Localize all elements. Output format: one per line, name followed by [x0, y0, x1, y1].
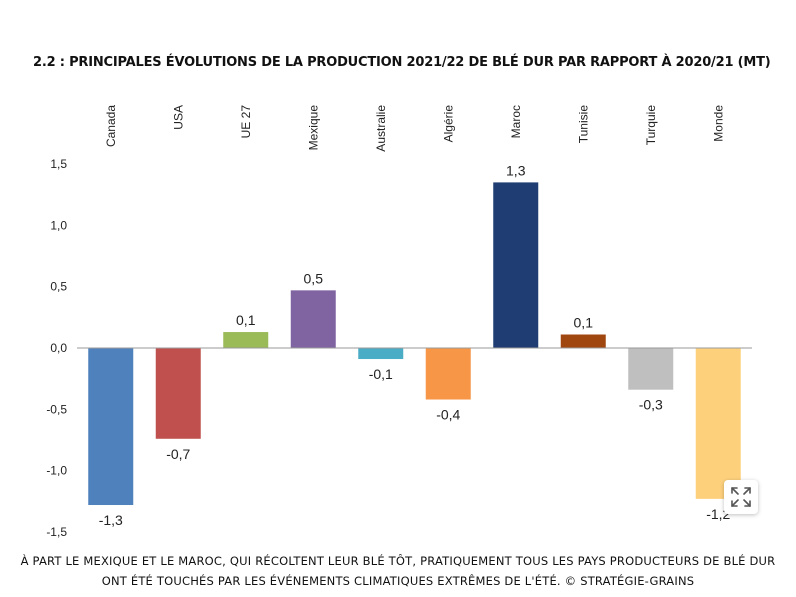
- data-label: -0,3: [639, 397, 663, 413]
- figure-caption: À PART LE MEXIQUE ET LE MAROC, QUI RÉCOL…: [10, 551, 786, 591]
- data-label: -0,4: [436, 407, 460, 423]
- y-tick-label: 0,5: [50, 280, 67, 294]
- chart-title: 2.2 : PRINCIPALES ÉVOLUTIONS DE LA PRODU…: [33, 55, 771, 70]
- bar: [358, 348, 404, 360]
- expand-arrows-icon: [731, 487, 751, 507]
- bar: [290, 290, 336, 348]
- y-tick-label: -1,0: [46, 464, 67, 478]
- data-label: 0,1: [574, 315, 594, 331]
- category-label: Canada: [104, 105, 118, 147]
- y-tick-label: 0,0: [50, 341, 67, 355]
- bar: [425, 348, 471, 400]
- y-axis: 1,5 1,0 0,5 0,0 -0,5 -1,0 -1,5: [46, 157, 67, 539]
- category-label: USA: [171, 105, 185, 130]
- expand-button[interactable]: [724, 480, 758, 514]
- bar: [88, 348, 134, 506]
- y-tick-label: -1,5: [46, 525, 67, 539]
- data-label: 0,5: [304, 270, 324, 286]
- bar: [155, 348, 201, 439]
- data-label: -0,7: [166, 446, 190, 462]
- bar: [560, 334, 606, 348]
- bar: [493, 182, 539, 348]
- caption-line-2: ONT ÉTÉ TOUCHÉS PAR LES ÉVÉNEMENTS CLIMA…: [101, 574, 695, 588]
- y-tick-label: 1,5: [50, 157, 67, 171]
- category-label: Algérie: [441, 105, 455, 143]
- category-labels: Canada USA UE 27 Mexique Australie Algérie Mar…: [104, 105, 726, 152]
- y-tick-label: 1,0: [50, 218, 67, 232]
- bars: [88, 182, 741, 506]
- data-label: -0,1: [369, 366, 393, 382]
- data-label: 0,1: [236, 312, 256, 328]
- caption-line-1: À PART LE MEXIQUE ET LE MAROC, QUI RÉCOL…: [20, 554, 776, 568]
- category-label: UE 27: [239, 105, 253, 139]
- category-label: Monde: [711, 105, 725, 142]
- bar: [628, 348, 674, 390]
- y-tick-label: -0,5: [46, 402, 67, 416]
- bar: [223, 332, 269, 348]
- category-label: Tunisie: [576, 105, 590, 144]
- category-label: Maroc: [509, 105, 523, 138]
- data-label: -1,3: [99, 512, 123, 528]
- data-labels: -1,3-0,70,10,5-0,1-0,41,30,1-0,3-1,2: [99, 162, 731, 528]
- category-label: Turquie: [644, 105, 658, 146]
- bar: [695, 348, 741, 499]
- category-label: Australie: [374, 105, 388, 152]
- data-label: 1,3: [506, 162, 526, 178]
- category-label: Mexique: [306, 105, 320, 151]
